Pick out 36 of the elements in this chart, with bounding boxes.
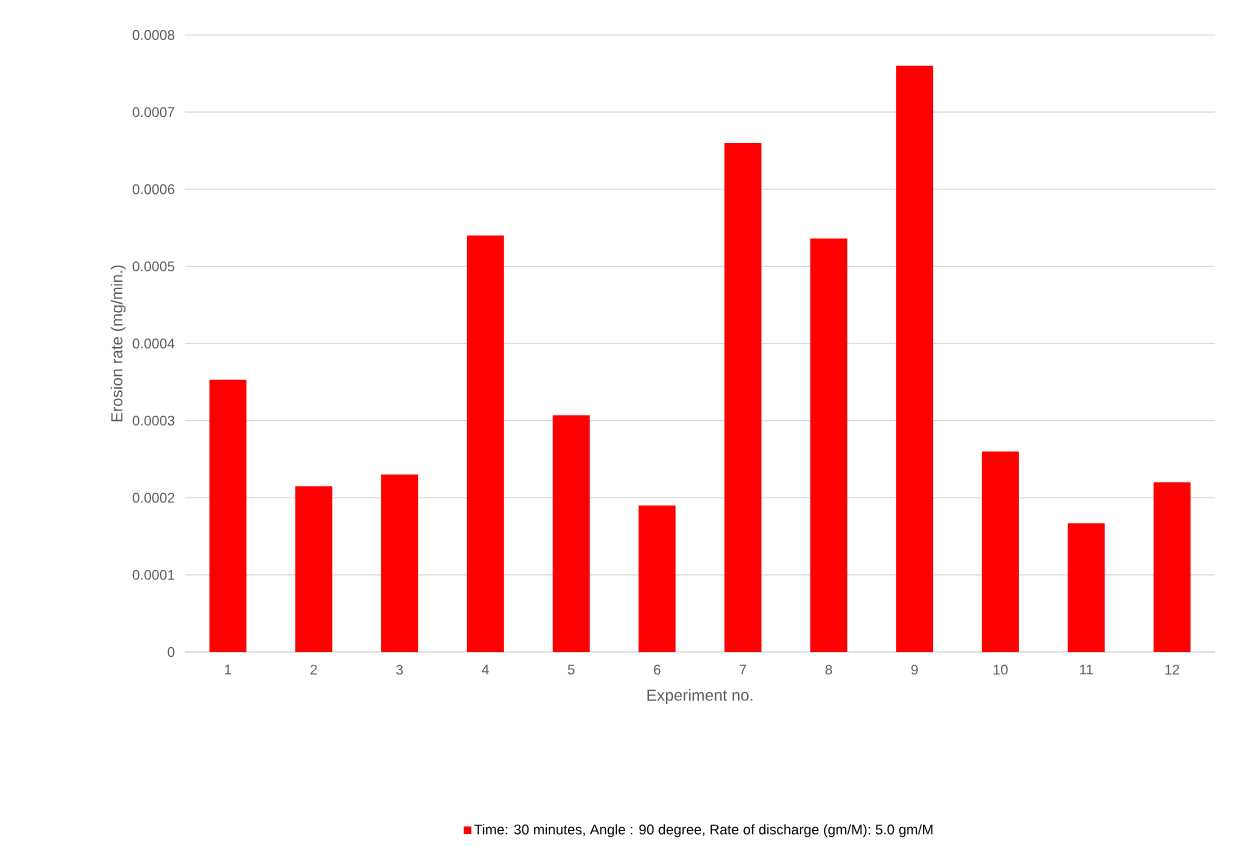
bar <box>295 486 333 652</box>
bar <box>724 142 762 652</box>
x-tick-label: 1 <box>225 664 232 675</box>
y-tick-label: 0.0003 <box>132 415 175 426</box>
bar <box>638 505 676 652</box>
bar <box>896 65 934 652</box>
x-tick-label: 5 <box>567 664 575 675</box>
x-tick-label: 7 <box>739 664 747 675</box>
bar <box>381 474 419 652</box>
y-tick-label: 0.0001 <box>132 569 175 580</box>
x-tick-label: 12 <box>1165 664 1180 675</box>
y-tick-label: 0.0008 <box>132 30 175 40</box>
y-tick-label: 0.0004 <box>132 338 175 349</box>
bar <box>981 451 1019 652</box>
legend-label: Time: 30 minutes, Angle : 90 degree, Rate of discharge (gm/M): 5.0 gm/M <box>474 824 933 838</box>
x-tick-label: 3 <box>396 664 403 675</box>
x-tick-label: 2 <box>310 664 317 675</box>
y-tick-label: 0.0006 <box>132 184 175 195</box>
x-tick-label: 10 <box>993 664 1008 675</box>
bar <box>209 379 247 652</box>
bar <box>466 235 504 652</box>
y-tick-label: 0 <box>167 647 175 657</box>
y-tick-label: 0.0002 <box>132 492 175 503</box>
x-tick-label: 9 <box>911 664 918 675</box>
x-tick-label: 4 <box>481 664 489 675</box>
x-tick-label: 11 <box>1080 664 1093 675</box>
y-tick-label: 0.0007 <box>132 107 175 118</box>
bar <box>1153 482 1191 652</box>
y-axis-title: Erosion rate (mg/min.) <box>110 265 126 422</box>
x-tick-label: 8 <box>825 664 833 675</box>
bar <box>552 415 590 652</box>
bar <box>810 238 848 652</box>
x-axis-title: Experiment no. <box>647 689 753 705</box>
x-tick-label: 6 <box>653 664 661 675</box>
bar <box>1067 523 1105 652</box>
y-tick-label: 0.0005 <box>132 261 175 272</box>
